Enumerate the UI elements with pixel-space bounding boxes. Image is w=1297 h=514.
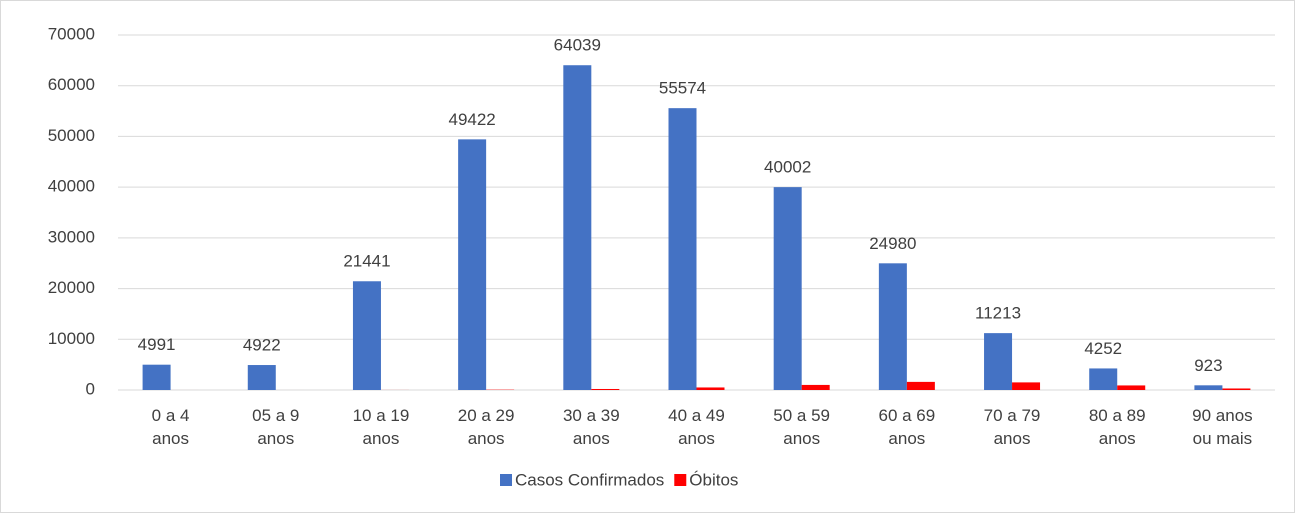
bar: [1012, 382, 1041, 390]
bar: [696, 387, 725, 390]
x-tick-label: 10 a 19 anos: [352, 406, 410, 448]
bar: [247, 365, 276, 390]
bar: [352, 281, 381, 390]
data-label: 55574: [659, 79, 706, 98]
bar: [1089, 368, 1118, 390]
x-tick-label: 40 a 49 anos: [668, 406, 725, 448]
bar: [801, 384, 830, 390]
bar: [668, 108, 697, 390]
y-tick-label: 10000: [48, 329, 95, 348]
y-tick-label: 30000: [48, 227, 95, 246]
data-label: 4991: [138, 335, 176, 354]
data-label: 923: [1194, 356, 1222, 375]
bar: [1117, 385, 1146, 390]
x-tick-label: 20 a 29 anos: [457, 406, 515, 448]
bar: [773, 187, 802, 390]
bar: [563, 65, 592, 391]
bar: [1222, 388, 1251, 390]
data-label: 40002: [764, 158, 811, 177]
x-tick-label: 60 a 69 anos: [878, 406, 936, 448]
data-label: 21441: [343, 252, 390, 271]
y-tick-label: 70000: [48, 24, 95, 43]
x-tick-label: 0 a 4 anos: [151, 406, 190, 448]
y-tick-label: 60000: [48, 75, 95, 94]
x-tick-label: 80 a 89 anos: [1088, 406, 1146, 448]
bar: [1194, 385, 1223, 390]
x-tick-label: 90 anos ou mais: [1192, 406, 1253, 448]
bar: [906, 381, 935, 390]
bar: [458, 139, 487, 390]
x-tick-label: 05 a 9 anos: [252, 406, 300, 448]
legend-swatch: [674, 474, 687, 486]
legend-label: Óbitos: [689, 470, 738, 489]
data-label: 24980: [869, 234, 916, 253]
x-tick-label: 30 a 39 anos: [562, 406, 620, 448]
data-label: 4922: [243, 336, 281, 355]
bar: [878, 263, 907, 390]
x-tick-label: 70 a 79 anos: [983, 406, 1041, 448]
data-label: 64039: [554, 36, 601, 55]
y-tick-label: 40000: [48, 177, 95, 196]
y-tick-label: 50000: [48, 126, 95, 145]
data-label: 49422: [448, 110, 495, 129]
data-label: 4252: [1084, 339, 1122, 358]
y-tick-label: 0: [86, 379, 95, 398]
x-tick-label: 50 a 59 anos: [773, 406, 831, 448]
legend-label: Casos Confirmados: [515, 470, 664, 489]
bar: [142, 364, 171, 390]
bar: [591, 388, 620, 390]
legend-swatch: [500, 474, 512, 486]
y-tick-label: 20000: [48, 278, 95, 297]
bar: [984, 333, 1013, 390]
data-label: 11213: [975, 304, 1021, 323]
